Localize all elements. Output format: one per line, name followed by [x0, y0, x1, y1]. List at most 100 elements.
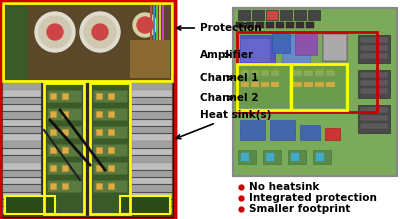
Bar: [3, 185, 41, 192]
Bar: [50, 147, 56, 153]
Bar: [2, 2, 173, 217]
Bar: [3, 207, 41, 214]
Text: Protection: Protection: [177, 23, 262, 33]
Bar: [288, 150, 306, 164]
Bar: [358, 105, 390, 133]
Bar: [132, 120, 172, 126]
Bar: [3, 178, 41, 184]
Bar: [360, 80, 388, 86]
Bar: [47, 162, 81, 174]
Bar: [280, 10, 292, 20]
Bar: [0, 0, 175, 219]
Bar: [360, 107, 388, 113]
Bar: [132, 207, 172, 214]
Bar: [3, 83, 41, 90]
Bar: [62, 129, 68, 135]
Bar: [62, 93, 68, 99]
Bar: [93, 90, 127, 102]
Bar: [271, 82, 279, 87]
Bar: [93, 144, 127, 156]
Bar: [132, 127, 172, 133]
Bar: [270, 120, 295, 140]
Bar: [238, 10, 250, 20]
Circle shape: [35, 12, 75, 52]
Bar: [296, 22, 304, 28]
Bar: [159, 5, 161, 40]
Bar: [132, 105, 172, 111]
Bar: [3, 105, 41, 111]
Bar: [308, 10, 320, 20]
Bar: [108, 165, 114, 171]
Bar: [266, 22, 274, 28]
Bar: [108, 111, 114, 117]
Bar: [3, 156, 41, 162]
Bar: [50, 111, 56, 117]
Bar: [241, 70, 249, 76]
Bar: [120, 196, 170, 214]
Bar: [236, 22, 244, 28]
Bar: [360, 123, 388, 129]
Bar: [237, 64, 347, 110]
Bar: [50, 129, 56, 135]
Bar: [96, 183, 102, 189]
Bar: [276, 22, 284, 28]
Bar: [47, 108, 81, 120]
Bar: [3, 3, 172, 81]
Bar: [5, 196, 55, 214]
Bar: [96, 129, 102, 135]
Bar: [239, 66, 289, 108]
Bar: [263, 150, 281, 164]
Bar: [153, 5, 155, 40]
Bar: [44, 83, 84, 214]
Bar: [293, 70, 302, 76]
Bar: [246, 22, 254, 28]
Bar: [360, 115, 388, 121]
Bar: [47, 126, 81, 138]
Text: No heatsink: No heatsink: [249, 182, 319, 192]
Bar: [3, 120, 41, 126]
Bar: [3, 3, 172, 81]
Bar: [132, 163, 172, 170]
Bar: [156, 5, 158, 40]
Bar: [315, 70, 324, 76]
Bar: [50, 93, 56, 99]
Bar: [3, 193, 41, 199]
Bar: [132, 141, 172, 148]
Bar: [291, 153, 299, 161]
Bar: [96, 147, 102, 153]
Bar: [0, 0, 175, 219]
Bar: [47, 180, 81, 192]
Bar: [132, 185, 172, 192]
Bar: [292, 66, 345, 108]
Bar: [360, 72, 388, 78]
Bar: [3, 134, 41, 141]
Bar: [294, 10, 306, 20]
Bar: [360, 88, 388, 94]
Bar: [47, 90, 81, 102]
Bar: [50, 165, 56, 171]
Bar: [108, 93, 114, 99]
Bar: [261, 82, 269, 87]
Text: Heat sink(s): Heat sink(s): [176, 110, 271, 139]
Bar: [241, 153, 249, 161]
Bar: [295, 33, 317, 55]
Bar: [322, 33, 347, 61]
Bar: [3, 3, 28, 81]
Bar: [304, 70, 313, 76]
Bar: [3, 149, 41, 155]
Bar: [132, 193, 172, 199]
Text: Channel 2: Channel 2: [200, 93, 258, 103]
Bar: [251, 82, 259, 87]
Bar: [162, 5, 164, 40]
Circle shape: [39, 16, 71, 48]
Text: Amplifier: Amplifier: [200, 50, 254, 60]
Bar: [360, 53, 388, 59]
Bar: [326, 82, 335, 87]
Bar: [266, 153, 274, 161]
Bar: [251, 70, 259, 76]
Bar: [132, 90, 172, 97]
Bar: [62, 147, 68, 153]
Bar: [132, 112, 172, 119]
Circle shape: [137, 17, 153, 33]
Circle shape: [47, 24, 63, 40]
